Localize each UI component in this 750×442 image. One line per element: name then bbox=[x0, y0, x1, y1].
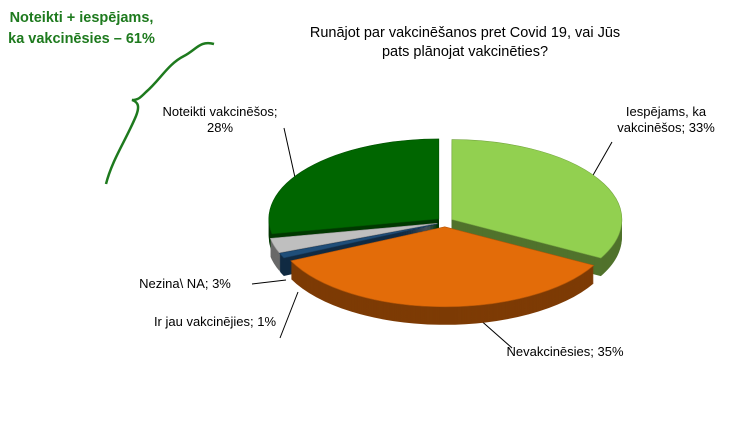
slice-side bbox=[279, 226, 438, 261]
slice-top bbox=[279, 223, 438, 259]
leader-lines bbox=[251, 127, 613, 349]
pie-slice bbox=[290, 226, 595, 325]
slice-top bbox=[269, 223, 438, 254]
slice-side bbox=[279, 225, 438, 260]
chart-title: Runājot par vakcinēšanos pret Covid 19, … bbox=[309, 25, 621, 60]
slice-side bbox=[279, 227, 438, 262]
pie-slice bbox=[268, 138, 440, 252]
data-label: Nezina\ NA; 3% bbox=[139, 276, 231, 291]
data-label: Ir jau vakcinējies; 1% bbox=[153, 314, 277, 329]
data-label: Noteikti vakcinēšos; 28% bbox=[162, 104, 278, 135]
slice-top bbox=[268, 138, 440, 235]
brace bbox=[104, 41, 215, 185]
pie-slice bbox=[451, 139, 623, 277]
data-label: Nevakcinēsies; 35% bbox=[506, 344, 624, 359]
data-label: Iespējams, ka vakcinēšos; 33% bbox=[617, 104, 715, 135]
slice-top bbox=[290, 226, 595, 308]
slice-top bbox=[451, 139, 623, 259]
annotation: Noteikti + iespējams, ka vakcinēsies – 6… bbox=[8, 10, 155, 47]
